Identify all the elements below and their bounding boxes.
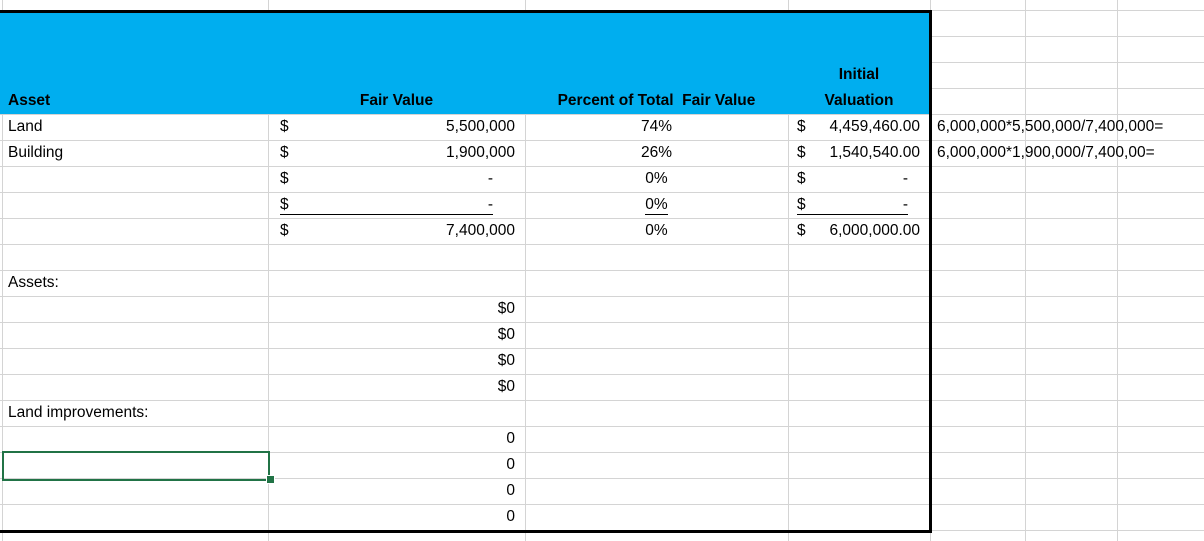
initial-valuation-amount: 6,000,000.00 [829, 222, 920, 239]
currency-symbol: $ [280, 196, 289, 213]
cell-percent[interactable]: 74% [640, 118, 673, 135]
cell-percent[interactable]: 0% [525, 192, 788, 218]
gridline-vertical [1117, 0, 1118, 541]
fair-value-amount: 5,500,000 [446, 118, 515, 135]
cell-fair-value[interactable]: $ 5,500,000 [280, 114, 515, 140]
table-row: 0 [0, 426, 1204, 452]
cell-land-improvement-value[interactable]: 0 [506, 482, 515, 499]
currency-symbol: $ [280, 118, 289, 135]
currency-symbol: $ [797, 118, 806, 135]
table-row: Building $ 1,900,000 26% $ 1,540,540.00 … [0, 140, 1204, 166]
cell-land-improvement-value[interactable]: 0 [506, 508, 515, 525]
cell-initial-valuation[interactable]: $ 4,459,460.00 [797, 114, 920, 140]
header-fair-value[interactable]: Fair Value [359, 92, 434, 109]
cell-asset-value[interactable]: $0 [497, 300, 515, 317]
selection-fill-handle[interactable] [266, 475, 275, 484]
cell-fair-value[interactable]: $ - [280, 166, 493, 192]
assets-label[interactable]: Assets: [8, 274, 59, 291]
gridline-vertical [788, 0, 789, 541]
section-label-row: Land improvements: [0, 400, 1204, 426]
fair-value-amount: 7,400,000 [446, 222, 515, 239]
table-row: $0 [0, 348, 1204, 374]
initial-valuation-amount: - [902, 170, 908, 187]
currency-symbol: $ [797, 144, 806, 161]
header-row-initial: Initial [0, 62, 1204, 88]
table-row: $0 [0, 374, 1204, 400]
cell-fair-value[interactable]: $ 1,900,000 [280, 140, 515, 166]
gridline-vertical [2, 0, 3, 541]
cell-initial-valuation[interactable]: $ 1,540,540.00 [797, 140, 920, 166]
cell-asset[interactable]: Building [8, 144, 64, 161]
land-improvements-label[interactable]: Land improvements: [8, 404, 149, 421]
selected-cell[interactable] [2, 451, 270, 481]
table-row: 0 [0, 478, 1204, 504]
table-border-right [929, 10, 932, 533]
initial-valuation-amount: - [902, 196, 908, 213]
table-row: $ - 0% $ - [0, 166, 1204, 192]
initial-valuation-amount: 1,540,540.00 [829, 144, 920, 161]
header-initial[interactable]: Initial [838, 66, 880, 83]
currency-symbol: $ [280, 222, 289, 239]
currency-symbol: $ [280, 144, 289, 161]
table-row: 0 [0, 504, 1204, 530]
cell-initial-valuation[interactable]: $ - [797, 192, 908, 215]
gridline-vertical [268, 0, 269, 541]
fair-value-amount: - [487, 170, 493, 187]
cell-asset-value[interactable]: $0 [497, 326, 515, 343]
table-border-bottom [0, 530, 932, 533]
table-row: $ - 0% $ - [0, 192, 1204, 218]
currency-symbol: $ [797, 170, 806, 187]
gridline-vertical [1025, 0, 1026, 541]
cell-land-improvement-value[interactable]: 0 [506, 456, 515, 473]
cell-percent[interactable]: 0% [645, 222, 668, 239]
cell-percent[interactable]: 0% [645, 170, 668, 187]
table-border-top [0, 10, 932, 13]
currency-symbol: $ [280, 170, 289, 187]
initial-valuation-amount: 4,459,460.00 [829, 118, 920, 135]
currency-symbol: $ [797, 196, 806, 213]
cell-formula-note[interactable]: 6,000,000*1,900,000/7,400,00= [937, 144, 1155, 161]
cell-fair-value-total[interactable]: $ 7,400,000 [280, 218, 515, 244]
table-header-background [0, 13, 930, 114]
table-row: Land $ 5,500,000 74% $ 4,459,460.00 6,00… [0, 114, 1204, 140]
cell-asset[interactable]: Land [8, 118, 43, 135]
header-asset[interactable]: Asset [8, 92, 51, 109]
cell-formula-note[interactable]: 6,000,000*5,500,000/7,400,000= [937, 118, 1164, 135]
header-row: Asset Fair Value Percent of Total Fair V… [0, 88, 1204, 114]
table-row: 0 [0, 452, 1204, 478]
table-row-total: $ 7,400,000 0% $ 6,000,000.00 [0, 218, 1204, 244]
cell-asset-value[interactable]: $0 [497, 378, 515, 395]
cell-land-improvement-value[interactable]: 0 [506, 430, 515, 447]
fair-value-amount: - [487, 196, 493, 213]
header-valuation[interactable]: Valuation [824, 92, 894, 109]
cell-fair-value[interactable]: $ - [280, 192, 493, 215]
section-label-row: Assets: [0, 270, 1204, 296]
cell-initial-valuation-total[interactable]: $ 6,000,000.00 [797, 218, 920, 244]
cell-initial-valuation[interactable]: $ - [797, 166, 908, 192]
gridline-vertical [525, 0, 526, 541]
fair-value-amount: 1,900,000 [446, 144, 515, 161]
table-row: $0 [0, 322, 1204, 348]
percent-underlined: 0% [645, 192, 668, 215]
table-row: $0 [0, 296, 1204, 322]
header-percent-of-total[interactable]: Percent of Total Fair Value [557, 92, 756, 109]
cell-percent[interactable]: 26% [640, 144, 673, 161]
currency-symbol: $ [797, 222, 806, 239]
cell-asset-value[interactable]: $0 [497, 352, 515, 369]
